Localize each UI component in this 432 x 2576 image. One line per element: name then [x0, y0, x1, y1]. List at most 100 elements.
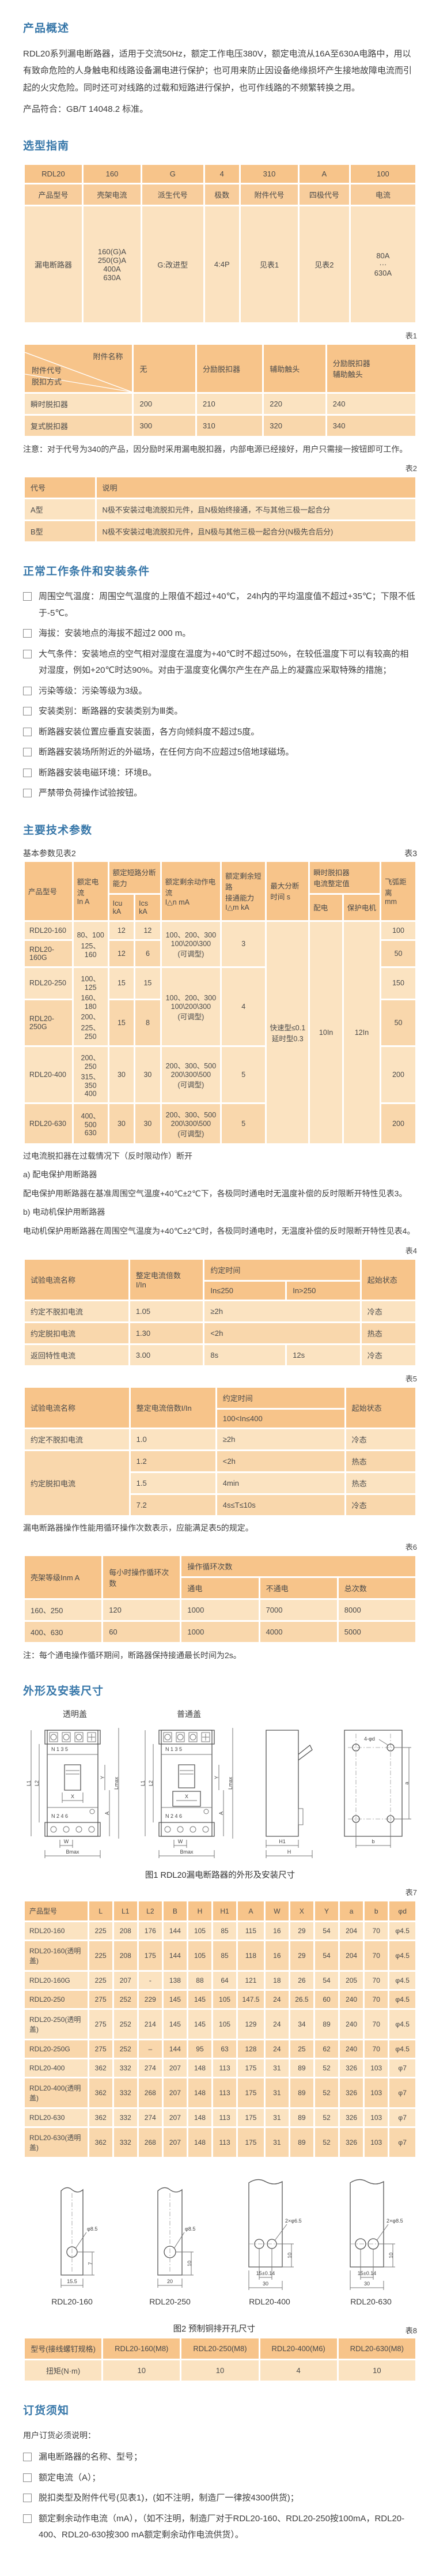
table6-note: 注：每个通电操作循环期间，断路器保持接通最长时间为2s。: [23, 1651, 241, 1660]
figure2-caption: 图2 预制铜排开孔尺寸: [173, 2325, 256, 2334]
front-view-transparent: 透明盖 N 1 3 5 X N 2 4 6: [23, 1708, 127, 1863]
col-header: 额定剩余短路 接通能力 I△m kA: [222, 861, 266, 920]
table-cell: 310: [197, 416, 263, 436]
col-header: 保护电机: [343, 894, 380, 920]
dim-label-X: X: [71, 1794, 74, 1799]
table-cell: 返回特性电流: [25, 1345, 128, 1365]
table-cell: 89: [290, 2109, 313, 2127]
col-header: 产品型号: [25, 1901, 88, 1921]
dim-label-H: H: [287, 1849, 291, 1855]
table-cell: 200、300、500 200\300\500 (可调型): [161, 1046, 221, 1102]
list-item: 额定剩余动作电流（mA），（如不注明，制造厂对于RDL20-160、RDL20-…: [23, 2511, 417, 2544]
item-a-text: 配电保护用断路器在基准周围空气温度+40℃±2℃下，各极同时通电时无温度补偿的反…: [23, 1188, 407, 1198]
dim-label-height: 10: [287, 2253, 293, 2258]
col-header: 代号: [25, 477, 95, 498]
table-cell: 31: [265, 2109, 289, 2127]
col-header: RDL20-630(M8): [338, 2338, 415, 2359]
dim-label-W: W: [178, 1839, 183, 1844]
dim-label-holes: 4-φd: [364, 1736, 375, 1742]
table-cell: 150: [381, 967, 415, 999]
table-cell: 120: [103, 1600, 180, 1621]
hole-callout: φ8.5: [185, 2226, 195, 2232]
hole-callout: 2×φ8.5: [386, 2218, 403, 2224]
table-cell: 300: [134, 416, 196, 436]
table-cell: 18: [265, 1972, 289, 1990]
table-cell: 54: [314, 1941, 339, 1971]
list-item: 断路器安装位置应垂直安装面，各方向倾斜度不超过5度。: [23, 724, 417, 741]
table-cell: 100、125 160、180 200、225、 250: [73, 967, 108, 1045]
table-cell: RDL20-400: [25, 1046, 72, 1102]
col-header: 型号(接线螺钉规格): [25, 2338, 102, 2359]
table-cell: φ7: [389, 2109, 415, 2127]
section-title-dimensions: 外形及安装尺寸: [23, 1685, 104, 1698]
table-cell: 热态: [346, 1472, 415, 1493]
dim-label-L1: L1: [140, 1780, 146, 1786]
col-header: In≤250: [204, 1281, 286, 1300]
table-cell: 24: [265, 2040, 289, 2058]
table-cell: RDL20: [25, 165, 82, 183]
col-header: H1: [213, 1901, 237, 1921]
table-cell: 30: [135, 1104, 160, 1143]
table-cell: 70: [365, 1972, 388, 1990]
table-cell: 148: [188, 2109, 212, 2127]
table-cell: 160: [84, 165, 141, 183]
table-cell: 340: [327, 416, 415, 436]
table-cell: 8s: [204, 1345, 286, 1365]
table-cell: ≥2h: [217, 1429, 344, 1449]
table-cell: 204: [340, 1941, 363, 1971]
col-header: L2: [138, 1901, 162, 1921]
table-cell: 400、630: [25, 1622, 102, 1643]
col-header: L1: [113, 1901, 137, 1921]
list-item: 污染等级：污染等级为3级。: [23, 683, 417, 700]
col-header: RDL20-160(M8): [103, 2338, 180, 2359]
checkbox-icon: [23, 592, 32, 601]
conditions-list: 周围空气温度：周围空气温度的上限值不超过+40℃， 24h内的平均温度值不超过+…: [23, 589, 417, 802]
table-cell: 52: [314, 2109, 339, 2127]
table-cell: 12: [109, 921, 134, 939]
table-cell: 60: [314, 1991, 339, 2009]
table-cell: 100、200、300 100\200\300 (可调型): [161, 921, 221, 966]
table1-note: 注意：对于代号为340的产品，因分励时采用漏电脱扣器，内部电源已经接好，用户只需…: [23, 445, 408, 454]
list-item: 断路器安装场所附近的外磁场，在任何方向不应超过5倍地球磁场。: [23, 744, 417, 761]
table-cell: 冷态: [346, 1494, 415, 1515]
table-cell: 274: [138, 2109, 162, 2127]
col-header: a: [340, 1901, 363, 1921]
table-cell: 89: [290, 2128, 313, 2157]
table-cell: 85: [213, 1941, 237, 1971]
list-item: 额定电流（A）；: [23, 2470, 417, 2487]
checkbox-icon: [23, 748, 32, 757]
col-header: A: [238, 1901, 264, 1921]
item-b-title: b) 电动机保护用断路器: [23, 1207, 105, 1217]
ordering-intro: 用户订货必须说明：: [23, 2431, 96, 2441]
table-cell: 332: [113, 2128, 137, 2157]
col-header: W: [265, 1901, 289, 1921]
col-header: 产品型号: [25, 861, 72, 920]
table-label: 表4: [405, 1246, 417, 1255]
figure2-drawings: φ8.5 7 15.5 RDL20-160 φ8.5 10: [23, 2168, 417, 2308]
list-item: 严禁带负荷操作试验按钮。: [23, 785, 417, 802]
col-header: 起始状态: [361, 1259, 415, 1300]
breaker-side-view-drawing: H1 H: [251, 1722, 320, 1863]
table-cell: 见表1: [240, 206, 298, 322]
list-item: 安装类别：断路器的安装类别为Ⅲ类。: [23, 703, 417, 720]
table-cell: 200: [381, 1104, 415, 1143]
table-cell: 26: [290, 1972, 313, 1990]
ordering-list: 漏电断路器的名称、型号； 额定电流（A）； 脱扣类型及附件代号(见表1)，(如不…: [23, 2449, 417, 2544]
table-cell: 362: [89, 2078, 112, 2108]
table-cell: 175: [238, 2059, 264, 2077]
table-cell: 1.2: [130, 1451, 215, 1471]
distribution-trip-table: 试验电流名称 整定电流倍数 I/In 约定时间 起始状态 In≤250 In>25…: [23, 1258, 417, 1367]
table-cell: 64: [213, 1972, 237, 1990]
table-cell: RDL20-160: [25, 1922, 88, 1940]
table-cell: 5: [222, 1104, 266, 1143]
table-cell: 144: [163, 2040, 187, 2058]
table-cell: 225: [89, 1922, 112, 1940]
table-cell: 175: [238, 2109, 264, 2127]
table-cell: 105: [213, 1991, 237, 2009]
col-header: 额定短路分断能力: [109, 861, 160, 893]
col-header: 试验电流名称: [25, 1387, 129, 1428]
col-header: H: [188, 1901, 212, 1921]
col-header: L: [89, 1901, 112, 1921]
corner-label-trip-mode: 脱扣方式: [32, 378, 62, 386]
